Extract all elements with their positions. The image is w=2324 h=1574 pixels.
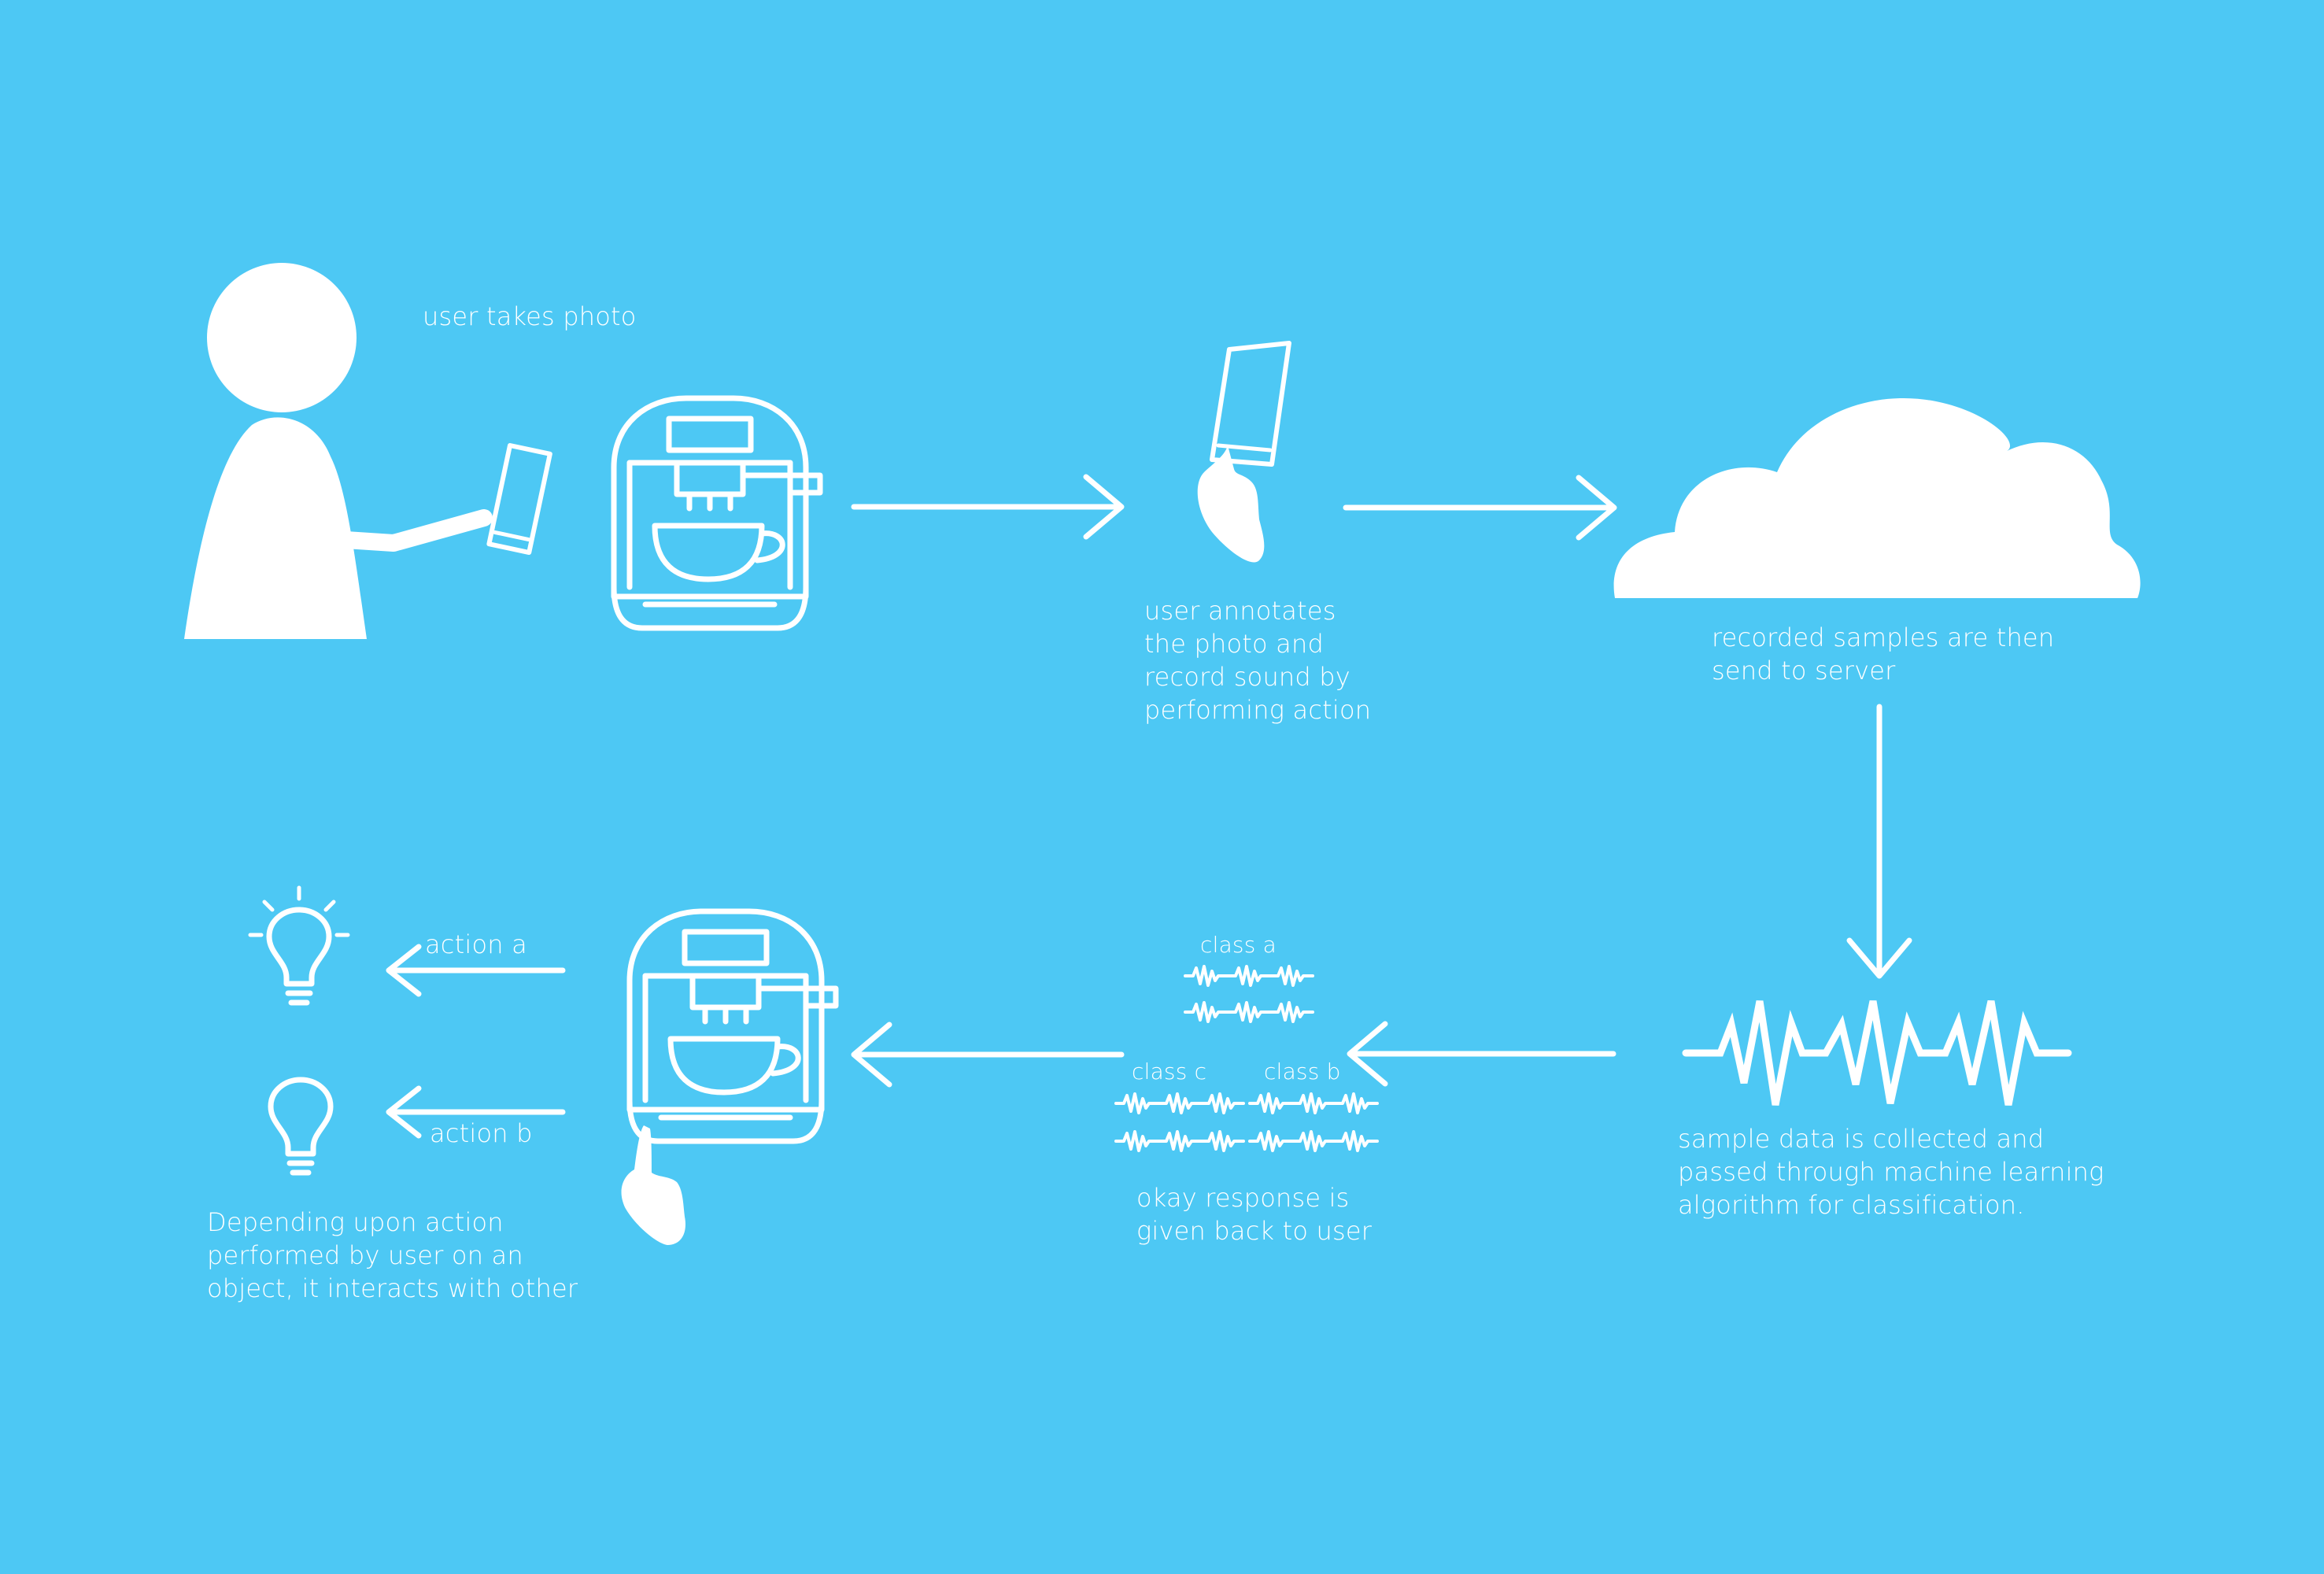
text-line: record sound by <box>1144 662 1350 692</box>
arrow-left-icon <box>851 1022 1125 1088</box>
class-a-waves <box>1184 965 1314 1023</box>
cloud-icon <box>1613 397 2141 598</box>
text-line: Depending upon action <box>207 1207 504 1237</box>
person-icon <box>184 263 493 639</box>
step-response-label: okay response is given back to user <box>1136 1181 1372 1247</box>
lightbulb-on-icon <box>248 885 350 1003</box>
text-line: performed by user on an <box>207 1240 523 1270</box>
text-line: algorithm for classification. <box>1678 1190 2025 1220</box>
class-b-waves <box>1248 1092 1379 1152</box>
class-b-label: class b <box>1264 1059 1341 1084</box>
text-line: okay response is <box>1136 1183 1350 1213</box>
text-line: user annotates <box>1144 596 1336 626</box>
text-line: object, it interacts with other <box>207 1273 578 1303</box>
text-line: passed through machine learning <box>1678 1157 2104 1187</box>
arrow-right-icon <box>1343 475 1617 541</box>
arrow-down-icon <box>1846 704 1912 979</box>
class-c-label: class c <box>1132 1059 1207 1084</box>
arrow-left-icon <box>386 944 566 997</box>
hand-tap-icon <box>621 1125 686 1245</box>
text-line: given back to user <box>1136 1216 1373 1246</box>
arrow-right-icon <box>851 474 1125 540</box>
text-line: recorded samples are then <box>1712 623 2055 652</box>
arrow-left-icon <box>1347 1021 1616 1087</box>
hand-phone-icon <box>1197 341 1291 563</box>
text-line: performing action <box>1144 695 1372 725</box>
coffee-machine-icon <box>630 911 836 1141</box>
smartphone-icon <box>486 443 552 556</box>
class-c-waves <box>1114 1092 1245 1152</box>
text-line: send to server <box>1712 656 1896 685</box>
step-outcome-label: Depending upon action performed by user … <box>207 1206 578 1305</box>
step-server-label: recorded samples are then send to server <box>1712 621 2054 687</box>
step-annotate-label: user annotates the photo and record soun… <box>1144 594 1371 726</box>
coffee-machine-icon <box>614 398 820 628</box>
text-line: the photo and <box>1144 629 1324 659</box>
step-ml-label: sample data is collected and passed thro… <box>1678 1122 2104 1221</box>
waveform-icon <box>1682 1000 2072 1106</box>
class-a-label: class a <box>1200 932 1277 958</box>
arrow-left-icon <box>386 1085 566 1139</box>
lightbulb-icon <box>271 1080 331 1173</box>
action-b-label: action b <box>430 1118 533 1148</box>
action-a-label: action a <box>425 929 527 959</box>
step-take-photo-label: user takes photo <box>423 301 637 331</box>
text-line: sample data is collected and <box>1678 1124 2045 1154</box>
